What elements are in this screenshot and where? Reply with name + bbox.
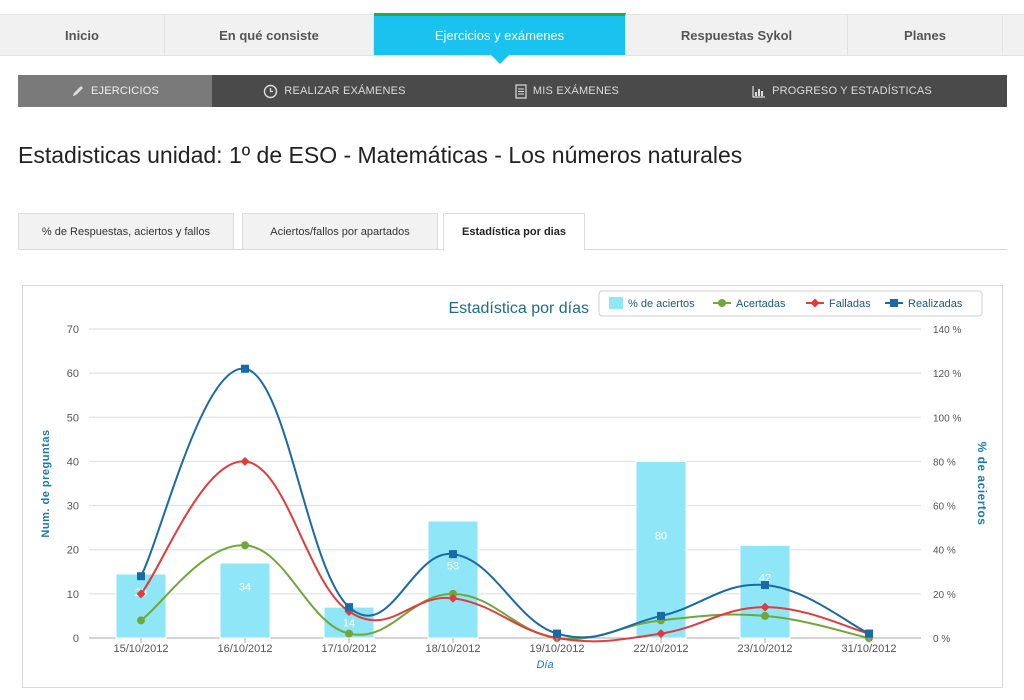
chart-container: 0 10 20 30 40 50 60 70 0 % 20 % 40 % 60 % 80 % 100 % 1…: [22, 285, 1003, 688]
nav-item-en-que-consiste[interactable]: En qué consiste: [165, 15, 374, 55]
nav-item-inicio[interactable]: Inicio: [0, 15, 165, 55]
legend-label: % de aciertos: [628, 298, 695, 310]
legend-box: [598, 290, 983, 317]
legend-label: Realizadas: [908, 298, 963, 310]
stats-tabs: % de Respuestas, aciertos y fallos Acier…: [18, 213, 1007, 251]
bar-chart-icon: [752, 85, 766, 98]
y-tick-label-left: 40: [67, 456, 79, 468]
y-tick-label-left: 10: [67, 589, 79, 601]
point-falladas: [448, 593, 458, 603]
subnav-label: EJERCICIOS: [90, 85, 159, 97]
bar-aciertos: [635, 460, 687, 639]
point-realizadas: [553, 629, 561, 638]
point-realizadas: [761, 581, 769, 590]
subnav-label: MIS EXÁMENES: [532, 85, 620, 97]
y-tick-label-left: 20: [67, 545, 79, 557]
point-realizadas: [865, 629, 873, 638]
y-tick-label-right: 120 %: [933, 369, 961, 380]
point-realizadas: [241, 364, 249, 373]
legend-label: Acertadas: [736, 298, 786, 310]
legend-marker: [890, 299, 898, 307]
y-tick-label-right: 80 %: [933, 457, 956, 468]
series-line-acertadas: [140, 544, 870, 640]
point-realizadas: [345, 603, 353, 612]
y-tick-label-right: 140 %: [933, 325, 961, 336]
x-tick-label: 23/10/2012: [737, 643, 792, 655]
point-falladas: [656, 629, 666, 639]
point-acertadas: [137, 616, 145, 625]
nav-item-respuestas-sykol[interactable]: Respuestas Sykol: [626, 15, 848, 55]
legend-marker: [810, 298, 820, 308]
y-tick-label-right: 40 %: [933, 546, 956, 557]
y-axis-title-right: % de aciertos: [975, 442, 989, 526]
pencil-icon: [71, 84, 85, 98]
y-tick-label-right: 20 %: [933, 590, 956, 601]
y-axis-title-left: Num. de preguntas: [40, 429, 52, 537]
legend-marker: [718, 299, 726, 307]
page-title: Estadisticas unidad: 1º de ESO - Matemát…: [18, 142, 743, 168]
legend-label: Falladas: [829, 298, 871, 310]
y-tick-label-right: 100 %: [933, 413, 961, 424]
point-falladas: [240, 456, 250, 466]
main-nav: Inicio En qué consiste Ejercicios y exám…: [0, 13, 1024, 64]
point-falladas: [760, 602, 770, 612]
x-tick-label: 19/10/2012: [529, 643, 584, 655]
point-acertadas: [761, 611, 769, 620]
x-tick-label: 16/10/2012: [217, 643, 272, 655]
bar-data-label: 34: [239, 581, 251, 593]
bar-aciertos: [115, 573, 167, 639]
nav-item-planes[interactable]: Planes: [848, 15, 1003, 55]
bar-aciertos: [739, 544, 791, 639]
x-tick-label: 22/10/2012: [633, 643, 688, 655]
tab-respuestas-aciertos-fallos[interactable]: % de Respuestas, aciertos y fallos: [18, 213, 234, 250]
y-tick-label-left: 50: [67, 412, 79, 424]
x-tick-label: 18/10/2012: [425, 643, 480, 655]
document-icon: [515, 83, 527, 99]
subnav-label: PROGRESO Y ESTADÍSTICAS: [772, 85, 932, 97]
point-realizadas: [657, 611, 665, 620]
bar-aciertos: [219, 562, 271, 639]
y-tick-label-left: 30: [67, 501, 79, 513]
x-axis-title: Día: [536, 659, 553, 671]
x-tick-label: 15/10/2012: [113, 643, 168, 655]
y-tick-label-left: 70: [67, 324, 79, 336]
point-realizadas: [449, 550, 457, 559]
y-tick-label-left: 60: [67, 368, 79, 380]
tab-estadistica-por-dias[interactable]: Estadística por dias: [443, 213, 585, 251]
y-tick-label-right: 0 %: [933, 634, 950, 645]
subnav-label: REALIZAR EXÁMENES: [284, 85, 406, 97]
legend-swatch: [609, 297, 623, 309]
nav-item-ejercicios-examenes[interactable]: Ejercicios y exámenes: [374, 13, 626, 64]
point-acertadas: [241, 541, 249, 550]
bar-data-label: 53: [447, 561, 459, 573]
y-tick-label-right: 60 %: [933, 502, 956, 513]
sub-nav: EJERCICIOS REALIZAR EXÁMENES MIS EXÁMENE…: [18, 75, 1007, 107]
chart-title: Estadística por días: [448, 300, 589, 317]
daily-stats-chart: 0 10 20 30 40 50 60 70 0 % 20 % 40 % 60 % 80 % 100 % 1…: [40, 290, 989, 671]
clock-icon: [263, 84, 278, 99]
tab-aciertos-fallos-apartados[interactable]: Aciertos/fallos por apartados: [242, 213, 438, 250]
x-tick-label: 31/10/2012: [841, 643, 896, 655]
subnav-ejercicios[interactable]: EJERCICIOS: [18, 75, 212, 107]
subnav-mis-examenes[interactable]: MIS EXÁMENES: [457, 75, 677, 107]
point-realizadas: [137, 572, 145, 581]
bar-data-label: 14: [343, 618, 355, 630]
x-tick-label: 17/10/2012: [321, 643, 376, 655]
bar-data-label: 80: [655, 531, 667, 543]
subnav-realizar-examenes[interactable]: REALIZAR EXÁMENES: [212, 75, 457, 107]
nav-filler: [1003, 15, 1024, 55]
subnav-progreso-estadisticas[interactable]: PROGRESO Y ESTADÍSTICAS: [677, 75, 1007, 107]
bar-aciertos: [427, 520, 479, 639]
point-acertadas: [345, 629, 353, 638]
point-falladas: [136, 589, 146, 599]
y-tick-label-left: 0: [73, 633, 79, 645]
